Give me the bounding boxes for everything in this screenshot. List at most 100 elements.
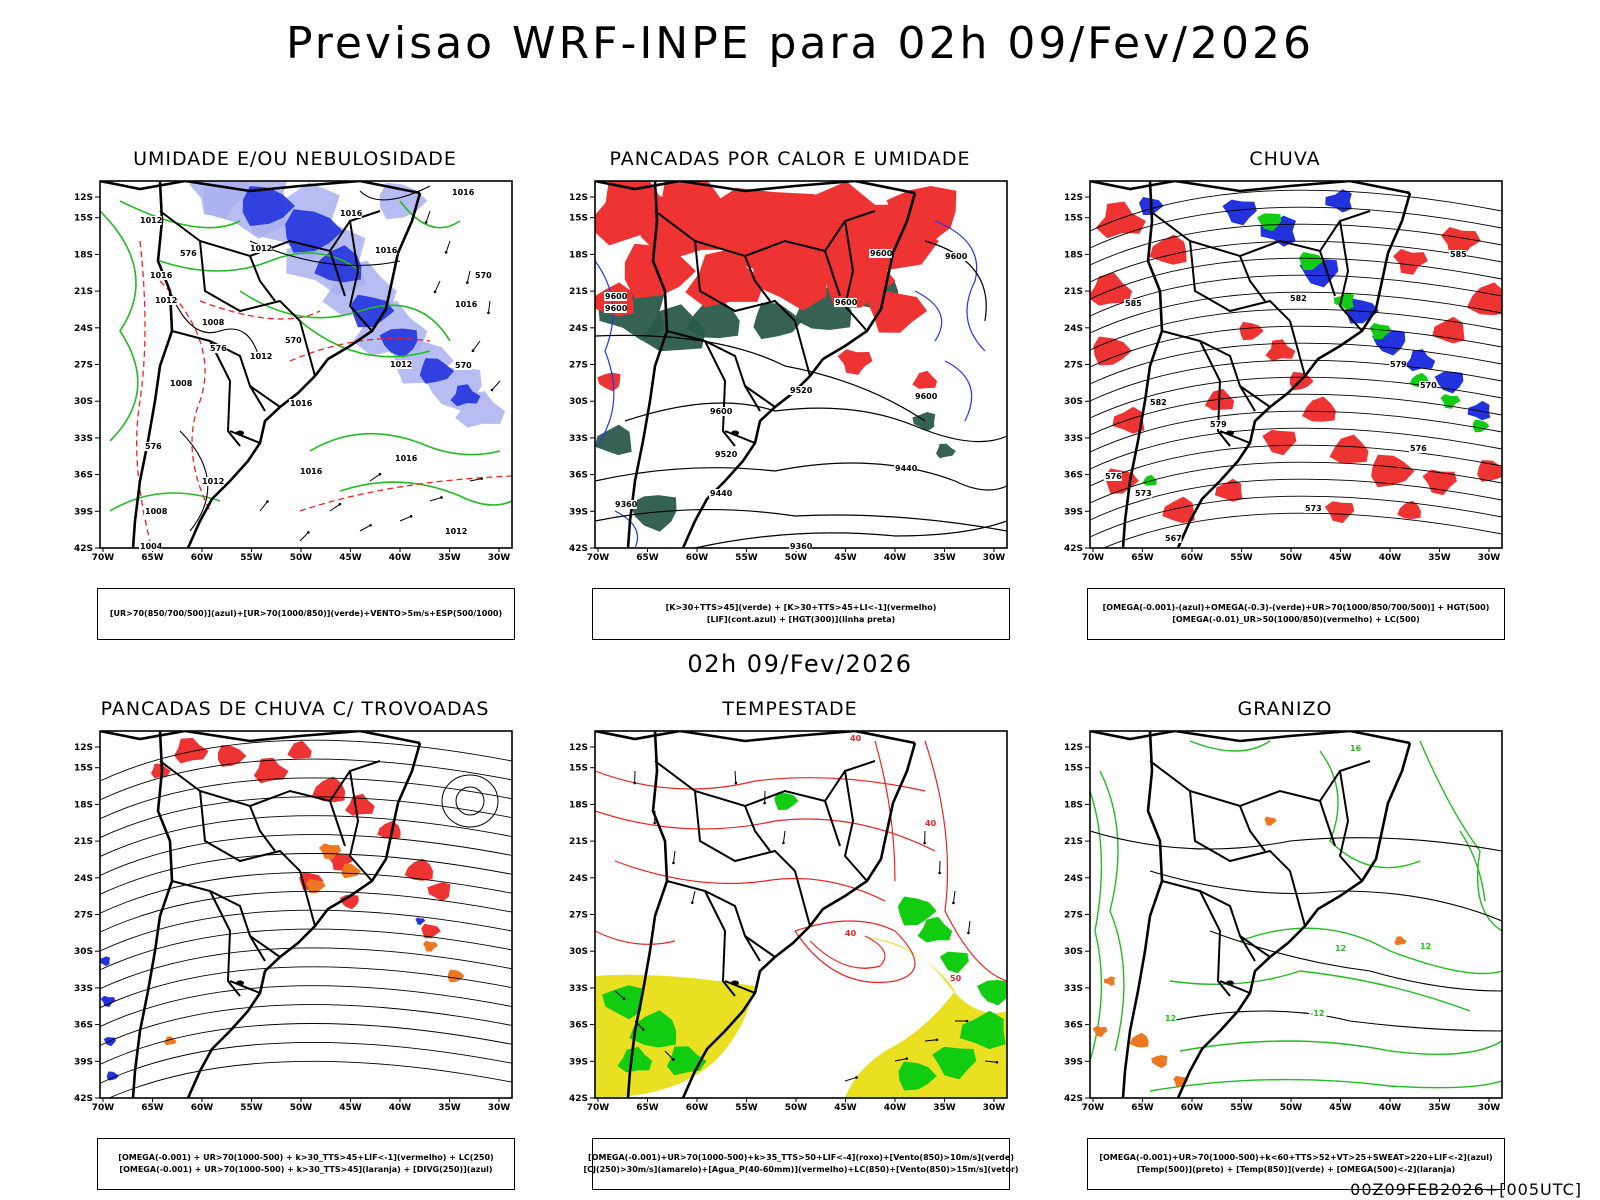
thunder-orange: [318, 843, 342, 860]
omega-rh-red: [1162, 496, 1195, 524]
hgt500-streamline: [1090, 240, 1502, 283]
contour-label: 9600: [605, 304, 628, 313]
contour-label: 9440: [710, 489, 733, 498]
lat-tick-label: 21S: [569, 287, 588, 297]
wind850-green: [629, 1010, 677, 1048]
contour-label: 585: [1450, 250, 1467, 259]
lat-tick-label: 18S: [569, 800, 588, 810]
omega500-orange: [1264, 816, 1277, 826]
contour-label-bg: [1419, 942, 1432, 951]
legend-line: [OMEGA(-0.001)+UR>70(1000-500)+k<60+TTS>…: [1099, 1153, 1493, 1162]
wind-arrow: [329, 503, 341, 512]
panel-chuva: CHUVA 12S 15S 18S 21S 24S 27S 30S 33S 36S 39S 42S 7…: [1050, 148, 1520, 640]
lon-tick-label: 65W: [636, 553, 659, 563]
lat-tick-label: 18S: [74, 800, 93, 810]
contour-label-bg: [1304, 504, 1322, 513]
country-border: [1199, 340, 1231, 447]
lat-tick-label: 30S: [74, 947, 93, 957]
map-trovoadas: 12S 15S 18S 21S 24S 27S 30S 33S 36S 39S 42S 70W 65W 6…: [60, 726, 530, 1126]
mid-title: 02h 09/Fev/2026: [687, 650, 913, 678]
contour-label: 570: [285, 336, 302, 345]
contour-label-bg: [1209, 420, 1227, 429]
contour-label-bg: [149, 271, 172, 280]
coastline: [1176, 742, 1412, 1098]
coastline: [681, 192, 917, 548]
country-border: [209, 340, 241, 447]
lat-tick-label: 39S: [569, 1057, 588, 1067]
wind-arrow-head: [690, 901, 694, 904]
omega-green: [1142, 474, 1157, 486]
anticyclone-center: [455, 786, 485, 816]
lon-tick-label: 70W: [587, 1103, 610, 1113]
lon-tick-label: 40W: [389, 553, 412, 563]
omega-rh-red: [1090, 272, 1133, 306]
contour-label: 1012: [445, 527, 467, 536]
wind-arrow-head: [307, 531, 310, 534]
wind-arrow: [491, 380, 501, 391]
contour-label: 1016: [455, 300, 478, 309]
lat-tick-label: 24S: [569, 874, 588, 884]
wind-arrow-head: [338, 502, 342, 506]
thickness-contour: [199, 300, 321, 320]
temp850-contour: [1419, 740, 1502, 932]
thickness-contour: [299, 475, 512, 512]
temp850-contour: [1099, 770, 1125, 1052]
wind-arrow-head: [471, 349, 475, 353]
contour-label-bg: [169, 379, 192, 388]
omega500-orange: [1173, 1075, 1188, 1087]
contour-label: 9520: [790, 386, 813, 395]
lagoon: [1226, 430, 1234, 436]
country-border: [1149, 760, 1371, 808]
contour-label-bg: [709, 489, 732, 498]
green-contour: [399, 200, 461, 229]
lat-tick-label: 36S: [74, 1021, 93, 1031]
lat-tick-label: 33S: [1064, 984, 1083, 994]
wind850-green: [959, 1010, 1006, 1050]
panel-title: GRANIZO: [1237, 698, 1333, 720]
contour-label-bg: [1149, 398, 1167, 407]
omega-rh-red: [1239, 321, 1264, 341]
coastline: [1176, 192, 1412, 548]
lat-tick-label: 27S: [569, 911, 588, 921]
lat-tick-label: 18S: [1064, 800, 1083, 810]
map-umidade: 12S 15S 18S 21S 24S 27S 30S 33S 36S 39S 42S 70W 65W 6…: [60, 176, 530, 576]
wind-arrow-head: [935, 1038, 939, 1042]
contour-label-bg: [709, 407, 732, 416]
wind-arrow: [429, 496, 442, 502]
country-border: [1319, 800, 1336, 847]
thunder-red: [173, 737, 209, 764]
contour-label: 40: [845, 929, 857, 938]
country-border: [1338, 770, 1363, 882]
humidity-blue: [379, 328, 418, 358]
hgt500-streamline: [1090, 359, 1502, 402]
humidity-blue: [419, 358, 454, 384]
thunder-orange: [164, 1036, 177, 1046]
lat-tick-label: 33S: [74, 984, 93, 994]
lat-tick-label: 27S: [74, 361, 93, 371]
divg-blue: [100, 956, 111, 967]
coastline: [595, 731, 916, 745]
lon-tick-label: 50W: [785, 553, 808, 563]
contour-label: 579: [1390, 360, 1407, 369]
map-frame: [99, 730, 513, 1099]
wind-arrow: [399, 515, 412, 522]
country-border: [329, 250, 346, 297]
lat-tick-label: 12S: [1064, 193, 1083, 203]
legend-line: [OMEGA(-0.01)_UR>50(1000/850)(vermelho) …: [1172, 615, 1420, 624]
lon-tick-label: 60W: [686, 553, 709, 563]
green-contour: [299, 320, 431, 358]
country-border: [704, 340, 736, 447]
lif-contour: [944, 360, 973, 422]
lat-tick-label: 39S: [1064, 1057, 1083, 1067]
wind-arrow: [359, 524, 371, 532]
lc250-streamline: [100, 1004, 512, 1046]
humidity-light-blue: [379, 182, 428, 220]
wind-arrow-head: [622, 997, 626, 1001]
contour-label: 570: [1420, 381, 1437, 390]
lon-tick-label: 50W: [1280, 553, 1303, 563]
thickness-contour: [159, 280, 211, 512]
k-tts-li-red: [912, 370, 937, 389]
contour-label-bg: [1124, 299, 1142, 308]
lon-tick-label: 50W: [785, 1103, 808, 1113]
